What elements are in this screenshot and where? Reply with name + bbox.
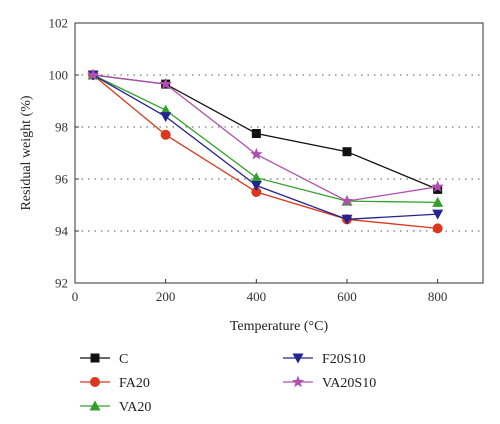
x-tick-label: 0 <box>72 289 79 304</box>
data-point <box>159 77 172 90</box>
x-axis: 0 200 400 600 800 <box>72 279 448 304</box>
series-va20 <box>87 69 444 207</box>
series-line <box>93 74 438 191</box>
y-tick-label: 96 <box>55 172 69 187</box>
data-point <box>432 223 443 234</box>
series-layer <box>86 68 444 234</box>
legend-item-va20s10: VA20S10 <box>283 375 376 391</box>
y-tick-label: 98 <box>55 120 68 135</box>
legend-marker <box>90 377 100 387</box>
legend-marker <box>90 353 100 363</box>
data-point <box>250 172 262 183</box>
data-point <box>250 147 263 160</box>
legend-label: VA20S10 <box>322 376 376 391</box>
series-line <box>92 74 438 230</box>
legend: C FA20 VA20 F20S10 VA20S10 <box>80 352 376 415</box>
legend-label: F20S10 <box>322 352 366 367</box>
x-tick-label: 400 <box>247 289 267 304</box>
y-tick-label: 102 <box>49 16 69 31</box>
series-fa20 <box>88 70 443 234</box>
data-point <box>251 129 261 138</box>
data-point <box>341 214 353 225</box>
y-axis: 92 94 96 98 100 102 <box>49 16 79 291</box>
data-point <box>250 181 262 191</box>
plot-area-frame <box>74 22 484 284</box>
data-point <box>160 112 172 123</box>
x-axis-title: Temperature (°C) <box>230 319 329 334</box>
series-line <box>92 74 438 220</box>
legend-item-fa20: FA20 <box>80 376 150 391</box>
legend-marker <box>89 400 101 411</box>
x-tick-label: 200 <box>156 289 176 304</box>
data-point <box>160 129 171 140</box>
legend-marker <box>291 375 305 388</box>
data-point <box>86 68 100 81</box>
legend-marker <box>292 353 304 364</box>
series-line <box>93 74 438 202</box>
legend-item-c: C <box>80 352 128 367</box>
grid-lines <box>75 74 483 232</box>
data-point <box>432 196 444 207</box>
y-tick-label: 92 <box>55 276 68 291</box>
legend-label: FA20 <box>119 376 150 391</box>
data-point <box>251 187 262 197</box>
data-point <box>431 180 444 193</box>
y-tick-label: 100 <box>49 68 69 83</box>
data-point <box>432 209 444 220</box>
x-tick-label: 600 <box>337 289 357 304</box>
legend-label: VA20 <box>119 400 151 415</box>
series-va20s10 <box>86 68 444 207</box>
x-tick-label: 800 <box>428 289 448 304</box>
y-tick-label: 94 <box>55 224 69 239</box>
data-point <box>340 194 354 207</box>
series-line <box>92 74 438 204</box>
legend-item-f20s10: F20S10 <box>283 352 366 367</box>
legend-item-va20: VA20 <box>80 400 151 415</box>
legend-label: C <box>119 352 128 367</box>
series-c <box>88 70 443 194</box>
data-point <box>342 147 352 157</box>
y-axis-title: Residual weight (%) <box>19 95 34 210</box>
